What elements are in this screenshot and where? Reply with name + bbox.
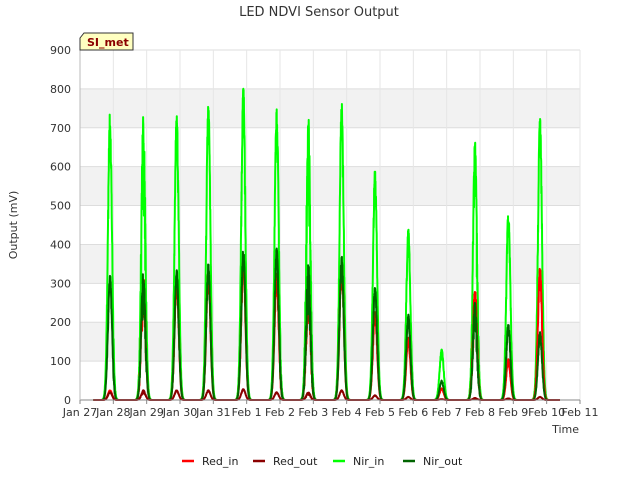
y-tick-label: 100: [50, 355, 71, 368]
x-tick-label: Feb 8: [465, 406, 495, 419]
x-tick-label: Feb 4: [332, 406, 362, 419]
x-tick-label: Feb 7: [432, 406, 462, 419]
y-tick-label: 500: [50, 200, 71, 213]
plot-background-bands: [80, 50, 580, 400]
legend-item-red-out: Red_out: [253, 455, 318, 468]
x-tick-label: Jan 30: [162, 406, 197, 419]
x-tick-label: Feb 9: [498, 406, 528, 419]
badge: SI_met: [79, 32, 134, 51]
plot-band: [80, 283, 580, 323]
x-tick-label: Feb 11: [562, 406, 599, 419]
plot-band: [80, 88, 580, 128]
x-tick-label: Jan 29: [128, 406, 163, 419]
x-tick-label: Feb 6: [398, 406, 428, 419]
legend-label: Nir_out: [423, 455, 463, 468]
x-axis-title: Time: [551, 423, 579, 436]
legend: Red_in Red_out Nir_in Nir_out: [182, 455, 463, 468]
plot-band: [80, 244, 580, 284]
legend-label: Red_in: [202, 455, 238, 468]
x-tick-label: Jan 31: [195, 406, 230, 419]
x-tick-label: Feb 1: [232, 406, 262, 419]
legend-item-red-in: Red_in: [182, 455, 238, 468]
y-tick-label: 700: [50, 122, 71, 135]
y-tick-label: 900: [50, 44, 71, 57]
y-tick-label: 300: [50, 277, 71, 290]
x-tick-label: Feb 3: [298, 406, 328, 419]
axes: [79, 50, 580, 401]
x-tick-label: Feb 5: [365, 406, 395, 419]
y-tick-label: 200: [50, 316, 71, 329]
legend-label: Red_out: [273, 455, 318, 468]
y-tick-label: 800: [50, 83, 71, 96]
y-axis-title: Output (mV): [7, 191, 20, 260]
plot-band: [80, 50, 580, 89]
plot-band: [80, 361, 580, 400]
x-tick-label: Feb 10: [528, 406, 565, 419]
plot-band: [80, 205, 580, 245]
x-tick-label: Jan 28: [95, 406, 130, 419]
y-tick-label: 400: [50, 238, 71, 251]
y-tick-labels: 0 100 200 300 400 500 600 700 800 900: [50, 44, 71, 407]
plot-band: [80, 322, 580, 362]
y-tick-label: 0: [64, 394, 71, 407]
y-tick-label: 600: [50, 161, 71, 174]
legend-label: Nir_in: [353, 455, 384, 468]
plot-band: [80, 127, 580, 167]
badge-box: [79, 32, 134, 51]
plot-band: [80, 166, 580, 206]
legend-item-nir-out: Nir_out: [403, 455, 463, 468]
legend-item-nir-in: Nir_in: [333, 455, 384, 468]
chart-title: LED NDVI Sensor Output: [239, 5, 399, 20]
x-tick-label: Jan 27: [62, 406, 97, 419]
badge-label: SI_met: [87, 36, 129, 49]
x-tick-label: Feb 2: [265, 406, 295, 419]
